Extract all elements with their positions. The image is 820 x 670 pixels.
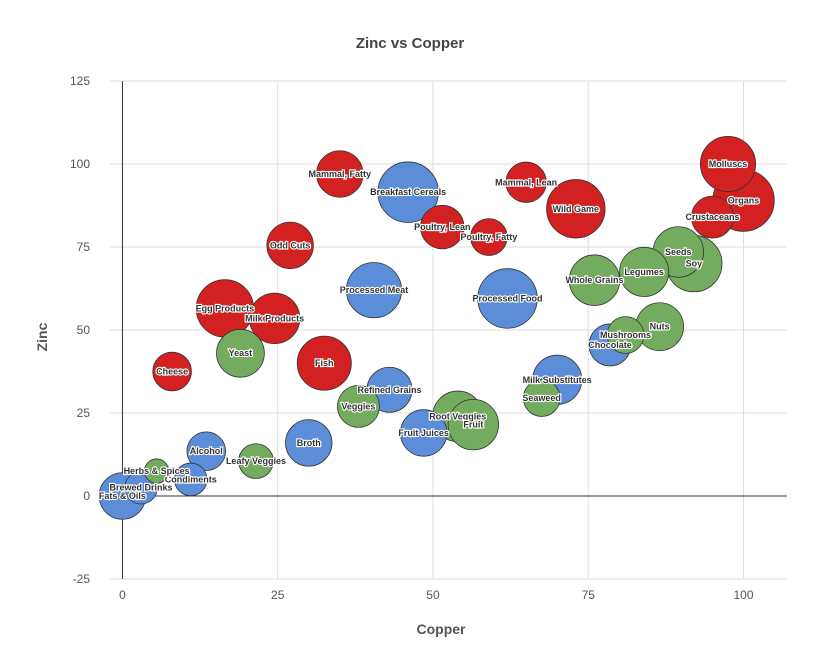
bubble-label-processed-food: Processed Food [472, 293, 542, 303]
bubble-legumes [619, 246, 670, 297]
bubble-wild-game [546, 179, 606, 239]
bubble-label-poultry-fatty: Poultry, Fatty [460, 232, 517, 242]
bubble-breakfast-cereals [377, 161, 439, 223]
bubble-processed-meat [345, 262, 402, 319]
y-tick-label: 100 [70, 157, 90, 171]
bubble-leafy-veggies [238, 443, 274, 479]
bubble-label-fruit: Fruit [463, 420, 483, 430]
bubble-fish [296, 335, 352, 391]
y-axis-title: Zinc [34, 322, 50, 351]
bubble-label-yeast: Yeast [229, 348, 253, 358]
bubble-label-broth: Broth [297, 438, 321, 448]
bubble-mammal-lean [505, 161, 547, 203]
bubble-odd-cuts [266, 221, 314, 269]
bubble-label-mushrooms: Mushrooms [600, 330, 651, 340]
bubble-processed-food [477, 268, 538, 329]
bubble-cheese [152, 351, 192, 392]
bubble-milk-products [248, 292, 301, 345]
bubble-crustaceans [691, 195, 734, 239]
bubble-broth [285, 419, 333, 467]
bubble-label-veggies: Veggies [341, 401, 375, 411]
axes: -25 0 25 50 75 100 125 0 25 50 75 100 [70, 74, 787, 602]
x-tick-label: 50 [426, 588, 440, 602]
x-tick-label: 0 [119, 588, 126, 602]
bubble-label-breakfast-cereals: Breakfast Cereals [370, 187, 446, 197]
bubble-mammal-fatty [316, 150, 364, 198]
bubble-poultry-fatty [470, 218, 508, 256]
bubble-label-chocolate: Chocolate [588, 340, 632, 350]
bubble-poultry-lean [420, 204, 465, 250]
bubble-seaweed [522, 379, 561, 417]
bubble-label-whole-grains: Whole Grains [565, 275, 623, 285]
bubble-label-fish: Fish [315, 358, 334, 368]
bubble-condiments [174, 462, 208, 497]
bubble-alcohol [186, 431, 226, 471]
bubble-label-root-veggies: Root Veggies [429, 411, 486, 421]
bubble-label-mammal-lean: Mammal, Lean [495, 177, 557, 187]
bubble-label-soy: Soy [686, 259, 703, 269]
bubble-yeast [216, 328, 265, 378]
bubble-label-seaweed: Seaweed [522, 393, 561, 403]
bubble-fruit [447, 398, 499, 451]
bubble-label-cheese: Cheese [156, 367, 188, 377]
bubble-label-herbs-spices: Herbs & Spices [124, 466, 190, 476]
bubble-label-brewed-drinks: Brewed Drinks [110, 483, 173, 493]
bubble-label-wild-game: Wild Game [553, 204, 599, 214]
bubble-fruit-juices [400, 409, 448, 457]
bubble-label-milk-substitutes: Milk Substitutes [523, 375, 592, 385]
bubble-label-odd-cuts: Odd Cuts [270, 240, 311, 250]
bubble-whole-grains [568, 254, 621, 306]
bubble-label-milk-products: Milk Products [245, 313, 304, 323]
bubble-label-legumes: Legumes [624, 267, 664, 277]
bubble-label-poultry-lean: Poultry, Lean [414, 222, 470, 232]
y-tick-label: 75 [77, 240, 91, 254]
bubble-label-mammal-fatty: Mammal, Fatty [309, 169, 372, 179]
bubble-mushrooms [606, 316, 645, 354]
bubble-label-refined-grains: Refined Grains [357, 385, 421, 395]
bubble-labels: Molluscs Organs Crustaceans Wild Game Mammal… [98, 158, 761, 502]
y-tick-label: -25 [73, 572, 91, 586]
bubbles [98, 135, 775, 520]
bubble-label-seeds: Seeds [665, 247, 692, 257]
x-axis-title: Copper [417, 621, 467, 637]
bubble-label-molluscs: Molluscs [709, 159, 748, 169]
bubble-label-egg-products: Egg Products [196, 303, 255, 313]
x-tick-label: 75 [582, 588, 596, 602]
y-tick-label: 25 [77, 406, 91, 420]
bubble-label-leafy-veggies: Leafy Veggies [226, 456, 286, 466]
bubble-label-condiments: Condiments [165, 474, 217, 484]
bubble-molluscs [699, 135, 757, 193]
x-tick-label: 100 [734, 588, 754, 602]
x-tick-label: 25 [271, 588, 285, 602]
bubble-label-fats-oils: Fats & Oils [99, 491, 146, 501]
bubble-veggies [337, 384, 380, 428]
bubble-label-nuts: Nuts [650, 322, 670, 332]
bubble-label-fruit-juices: Fruit Juices [398, 428, 449, 438]
bubble-herbs-spices [144, 458, 170, 484]
bubble-label-organs: Organs [728, 196, 760, 206]
chart-title: Zinc vs Copper [356, 35, 465, 52]
bubble-label-processed-meat: Processed Meat [340, 285, 409, 295]
bubble-label-alcohol: Alcohol [190, 446, 223, 456]
bubble-label-crustaceans: Crustaceans [685, 212, 739, 222]
y-tick-label: 125 [70, 74, 90, 88]
y-tick-label: 50 [77, 323, 91, 337]
y-tick-label: 0 [83, 489, 90, 503]
